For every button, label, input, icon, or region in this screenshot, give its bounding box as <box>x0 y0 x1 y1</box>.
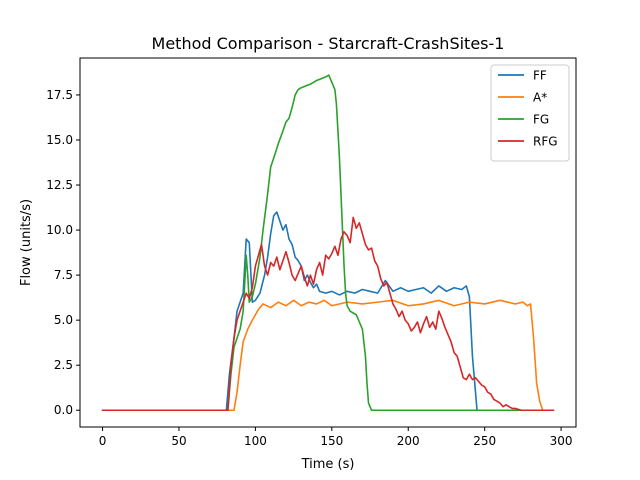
y-tick-label: 15.0 <box>46 133 73 147</box>
chart-title: Method Comparison - Starcraft-CrashSites… <box>152 34 505 53</box>
legend-label-rfg: RFG <box>533 135 558 149</box>
y-axis-label: Flow (units/s) <box>19 199 34 286</box>
y-tick-label: 17.5 <box>46 88 73 102</box>
x-tick-label: 200 <box>397 434 420 448</box>
plot-frame <box>79 57 577 428</box>
y-tick-label: 2.5 <box>54 358 73 372</box>
y-tick-label: 10.0 <box>46 223 73 237</box>
y-tick-label: 5.0 <box>54 313 73 327</box>
plot-area <box>79 57 577 428</box>
x-tick-label: 0 <box>99 434 107 448</box>
y-axis: 0.0 2.5 5.0 7.5 10.0 12.5 15.0 17.5 <box>46 88 80 417</box>
x-axis: 0 50 100 150 200 250 300 <box>99 427 573 448</box>
legend-label-a: A* <box>533 91 547 105</box>
y-tick-label: 0.0 <box>54 403 73 417</box>
series-line-ff <box>101 211 555 412</box>
x-tick-label: 50 <box>171 434 186 448</box>
x-tick-label: 150 <box>320 434 343 448</box>
y-tick-label: 7.5 <box>54 268 73 282</box>
y-tick-label: 12.5 <box>46 178 73 192</box>
x-tick-label: 300 <box>550 434 573 448</box>
series-line-a <box>101 299 555 412</box>
legend-label-fg: FG <box>533 113 549 127</box>
x-tick-label: 100 <box>244 434 267 448</box>
series-line-fg <box>101 74 555 412</box>
series-group <box>101 74 555 412</box>
x-tick-label: 250 <box>473 434 496 448</box>
legend-label-ff: FF <box>533 69 547 83</box>
series-line-rfg <box>101 216 555 412</box>
legend: FF A* FG RFG <box>490 64 570 162</box>
legend-box <box>490 64 570 162</box>
x-axis-label: Time (s) <box>301 457 355 472</box>
